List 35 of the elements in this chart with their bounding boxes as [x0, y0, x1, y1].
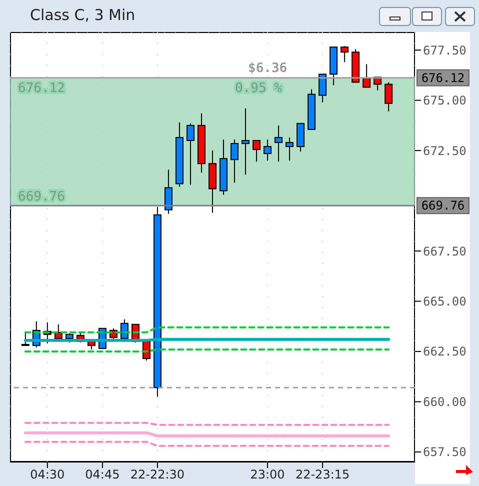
y-tick-label: 675.00: [423, 94, 466, 108]
candlestick: [274, 124, 283, 162]
candlestick: [362, 64, 371, 88]
ref-line-label: 669.76: [421, 198, 465, 213]
candlestick: [186, 122, 194, 186]
x-tick-label: 04:45: [85, 468, 120, 482]
candlestick: [252, 140, 261, 162]
x-tick-label: 22-22:30: [130, 468, 185, 482]
ref-line-label: 676.12: [421, 70, 465, 85]
annotation: 669.76: [18, 190, 65, 205]
candlestick: [242, 108, 250, 176]
annotation: 0.95 %: [235, 80, 282, 96]
y-tick-label: 660.00: [423, 394, 466, 409]
y-tick-label: 662.50: [423, 344, 466, 359]
y-tick-label: 667.50: [423, 244, 466, 258]
chart-title: Class C, 3 Min: [30, 6, 136, 24]
band-label: $6.36: [248, 60, 288, 76]
candlestick: [340, 46, 349, 63]
x-tick-label: 22-23:15: [295, 468, 350, 482]
candlestick: [296, 122, 305, 152]
candlestick: [164, 169, 172, 214]
candlestick: [230, 139, 239, 184]
candlestick: [286, 136, 294, 162]
x-tick-label: 04:30: [30, 468, 65, 482]
candlestick: [21, 330, 30, 346]
x-tick-label: 23:00: [250, 468, 285, 482]
candlestick: [120, 318, 128, 339]
y-tick-label: 677.50: [423, 43, 466, 58]
y-tick-label: 657.50: [423, 445, 466, 460]
y-tick-label: 672.50: [423, 144, 466, 158]
y-tick-label: 665.00: [423, 294, 466, 309]
candlestick: [318, 74, 327, 103]
candlestick: [264, 139, 272, 162]
candlestick: [384, 82, 393, 112]
annotation: 676.12: [18, 80, 65, 96]
